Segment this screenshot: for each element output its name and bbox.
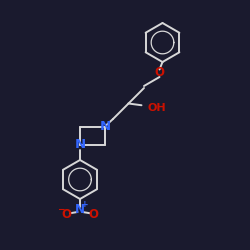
Text: OH: OH [147,103,166,113]
Text: N: N [74,138,86,151]
Text: −: − [58,206,65,214]
Text: O: O [61,208,71,222]
Text: O: O [88,208,98,222]
Text: N: N [100,120,110,134]
Text: +: + [81,200,89,209]
Text: O: O [154,66,164,79]
Text: N: N [75,203,85,216]
